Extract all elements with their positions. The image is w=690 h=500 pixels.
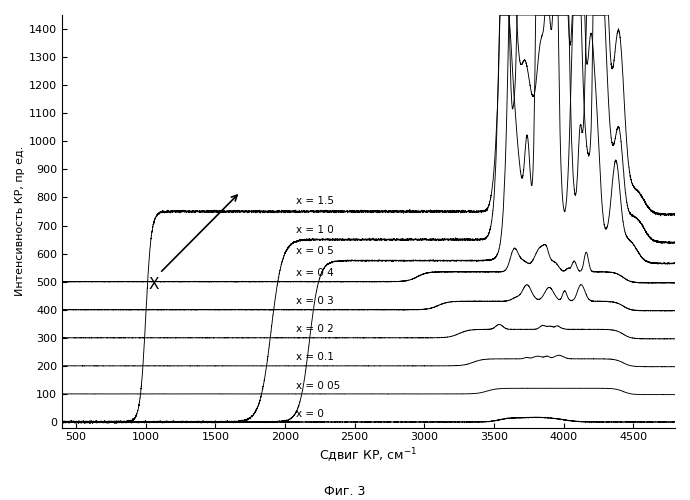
Text: x = 0 2: x = 0 2 — [296, 324, 334, 334]
Text: x = 0 5: x = 0 5 — [296, 246, 334, 256]
Text: x = 0: x = 0 — [296, 408, 324, 418]
Text: x = 1 0: x = 1 0 — [296, 226, 334, 235]
Text: x = 0 3: x = 0 3 — [296, 296, 334, 306]
Text: x = 1.5: x = 1.5 — [296, 196, 334, 206]
Y-axis label: Интенсивность КР, пр ед.: Интенсивность КР, пр ед. — [15, 146, 25, 296]
Text: x = 0 4: x = 0 4 — [296, 268, 334, 278]
Text: x = 0 05: x = 0 05 — [296, 380, 340, 390]
X-axis label: Сдвиг КР, см$^{-1}$: Сдвиг КР, см$^{-1}$ — [319, 446, 417, 465]
Text: Фиг. 3: Фиг. 3 — [324, 485, 366, 498]
Text: x = 0.1: x = 0.1 — [296, 352, 334, 362]
Text: X: X — [149, 278, 159, 292]
